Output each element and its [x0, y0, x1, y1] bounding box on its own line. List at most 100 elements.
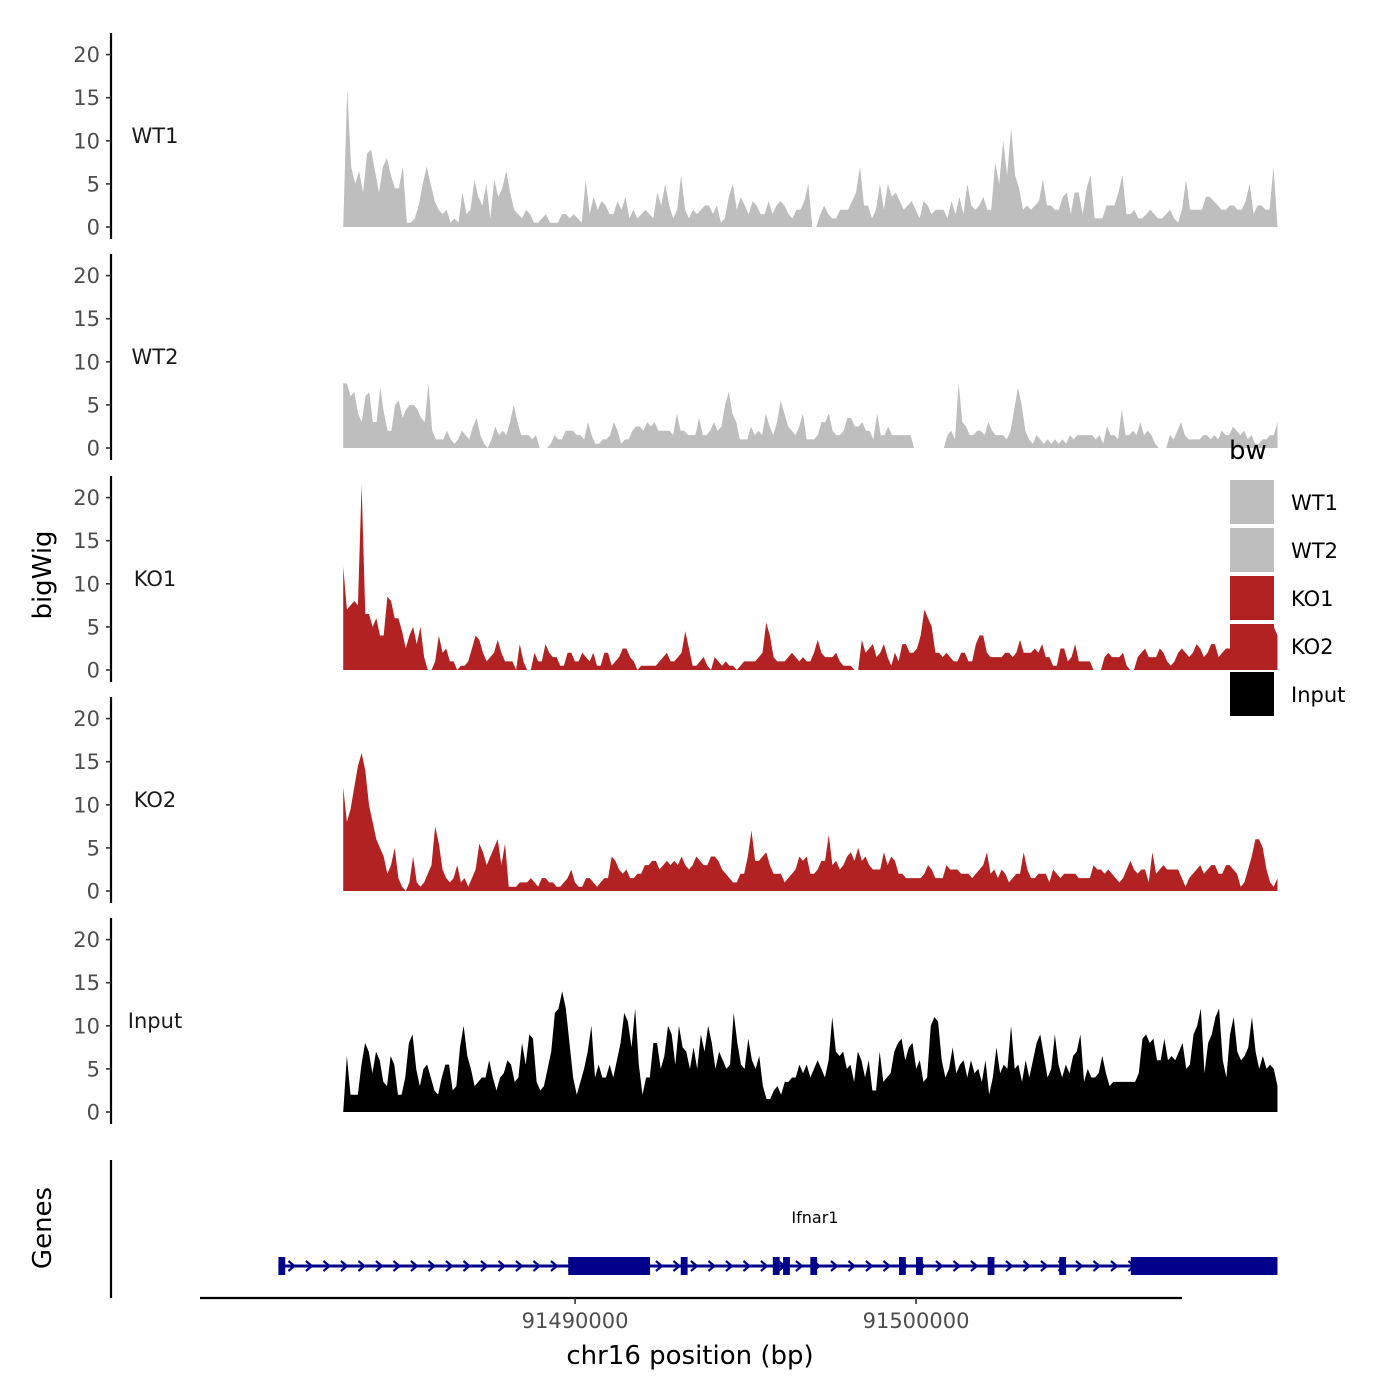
x-axis: 91490000 91500000: [200, 1296, 1182, 1333]
strand-arrow: [357, 1260, 367, 1272]
y-axis-title: bigWig: [28, 530, 58, 619]
gene-exon: [1130, 1257, 1278, 1275]
gene-exon: [568, 1257, 651, 1275]
strand-arrow: [427, 1260, 437, 1272]
strand-arrow: [935, 1260, 944, 1272]
y-tick-label: 10: [73, 129, 100, 153]
legend-key-ko2: [1230, 624, 1274, 668]
signal-area-wt1: [343, 89, 1278, 227]
strand-arrow: [305, 1260, 314, 1272]
gene-exon: [898, 1257, 906, 1275]
gene-exon: [810, 1257, 818, 1275]
legend-label-wt2: WT2: [1291, 539, 1338, 563]
strand-arrow: [742, 1260, 752, 1272]
strand-arrow: [725, 1260, 734, 1272]
y-tick-label: 5: [87, 1057, 100, 1081]
strand-arrow: [795, 1260, 804, 1272]
y-tick-label: 5: [87, 836, 100, 860]
strand-arrow: [1040, 1260, 1049, 1272]
strand-arrow: [847, 1260, 857, 1272]
strand-arrow: [672, 1260, 682, 1272]
legend-key-ko1: [1230, 576, 1274, 620]
y-tick-label: 0: [87, 880, 100, 904]
gene-exon: [1059, 1257, 1067, 1275]
y-tick-label: 10: [73, 1014, 100, 1038]
legend-label-ko2: KO2: [1291, 635, 1334, 659]
y-tick-label: 20: [73, 486, 100, 510]
y-tick-label: 5: [87, 615, 100, 639]
track-panel-ko2: 0 5 10 15 20 KO2: [73, 697, 1278, 904]
y-tick-label: 10: [73, 572, 100, 596]
legend-title: bw: [1229, 436, 1267, 466]
track-label-wt1: WT1: [132, 124, 179, 148]
legend-label-wt1: WT1: [1291, 491, 1338, 515]
legend: bw WT1 WT2 KO1 KO2 Input: [1229, 436, 1345, 716]
y-tick-label: 0: [87, 216, 100, 240]
y-tick-label: 0: [87, 1101, 100, 1125]
track-label-ko2: KO2: [134, 788, 177, 812]
y-tick-label: 10: [73, 793, 100, 817]
strand-arrow: [865, 1260, 874, 1272]
gene-exon: [278, 1257, 286, 1275]
x-tick-label: 91490000: [522, 1309, 629, 1333]
legend-key-input: [1230, 672, 1274, 716]
track-label-ko1: KO1: [134, 567, 177, 591]
track-panel-wt1: 0 5 10 15 20 WT1: [73, 33, 1278, 240]
signal-area-wt2: [343, 383, 1278, 448]
strand-arrow: [707, 1260, 717, 1272]
y-tick-label: 20: [73, 707, 100, 731]
strand-arrow: [970, 1260, 979, 1272]
signal-area-input: [343, 991, 1278, 1112]
strand-arrow: [1110, 1260, 1119, 1272]
strand-arrow: [655, 1260, 664, 1272]
y-tick-label: 5: [87, 393, 100, 417]
strand-arrow: [515, 1260, 524, 1272]
strand-arrow: [322, 1260, 332, 1272]
track-label-input: Input: [128, 1009, 182, 1033]
legend-key-wt1: [1230, 480, 1274, 524]
strand-arrow: [532, 1260, 542, 1272]
x-tick-label: 91500000: [863, 1309, 970, 1333]
strand-arrow: [830, 1260, 839, 1272]
gene-exon: [783, 1257, 790, 1275]
signal-panels: 0 5 10 15 20 WT1 0 5 10 15 20 WT2 0 5 10 15 20 KO1 0 5 10 15 2…: [73, 33, 1278, 1125]
genes-axis-title: Genes: [28, 1187, 58, 1269]
y-tick-label: 0: [87, 437, 100, 461]
legend-label-ko1: KO1: [1291, 587, 1334, 611]
y-tick-label: 15: [73, 529, 100, 553]
y-tick-label: 15: [73, 86, 100, 110]
y-tick-label: 15: [73, 971, 100, 995]
strand-arrow: [952, 1260, 962, 1272]
y-tick-label: 20: [73, 43, 100, 67]
track-panel-input: 0 5 10 15 20 Input: [73, 918, 1278, 1125]
legend-label-input: Input: [1291, 683, 1345, 707]
strand-arrow: [760, 1260, 769, 1272]
strand-arrow: [287, 1260, 297, 1272]
strand-arrow: [445, 1260, 454, 1272]
y-tick-label: 15: [73, 750, 100, 774]
y-tick-label: 10: [73, 350, 100, 374]
strand-arrow: [340, 1260, 349, 1272]
y-tick-label: 20: [73, 264, 100, 288]
genes-track: Ifnar1: [109, 1160, 1278, 1298]
gene-exon: [680, 1257, 688, 1275]
gene-exon: [916, 1257, 923, 1275]
strand-arrow: [1005, 1260, 1014, 1272]
gene-exon: [987, 1257, 995, 1275]
strand-arrow: [462, 1260, 472, 1272]
y-tick-label: 5: [87, 172, 100, 196]
strand-arrow: [410, 1260, 419, 1272]
legend-key-wt2: [1230, 528, 1274, 572]
x-axis-title: chr16 position (bp): [566, 1341, 813, 1371]
strand-arrow: [392, 1260, 402, 1272]
strand-arrow: [690, 1260, 699, 1272]
y-tick-label: 20: [73, 928, 100, 952]
strand-arrow: [1022, 1260, 1032, 1272]
strand-arrow: [1075, 1260, 1084, 1272]
y-tick-label: 0: [87, 659, 100, 683]
strand-arrow: [375, 1260, 384, 1272]
track-panel-wt2: 0 5 10 15 20 WT2: [73, 254, 1278, 461]
signal-area-ko1: [343, 484, 1278, 670]
strand-arrow: [882, 1260, 892, 1272]
